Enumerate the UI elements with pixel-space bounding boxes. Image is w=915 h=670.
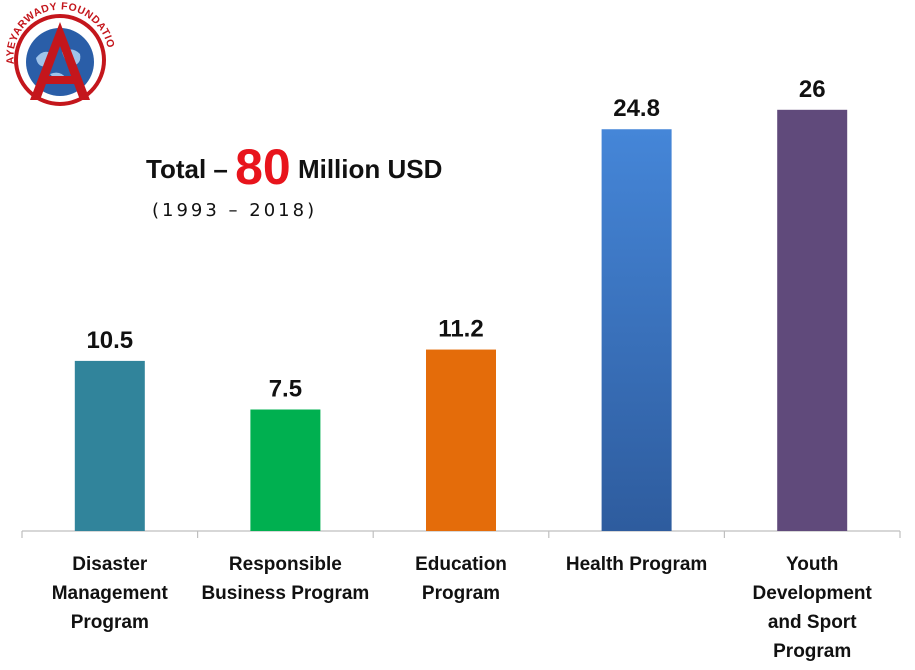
total-prefix: Total – (146, 154, 228, 184)
category-label: Responsible (229, 554, 342, 575)
bar (426, 349, 496, 531)
total-amount: 80 (235, 139, 291, 195)
period-label: (1993 – 2018) (152, 200, 318, 221)
total-headline: Total – 80 Million USD (146, 138, 442, 196)
data-label: 11.2 (438, 316, 483, 343)
ayeyarwady-foundation-logo: AYEYARWADY FOUNDATION (0, 0, 116, 106)
category-label: Youth (786, 554, 838, 575)
category-label: and Sport (768, 612, 857, 633)
bar (601, 129, 672, 532)
category-label: Disaster (72, 554, 148, 575)
bar (250, 409, 321, 531)
category-label: Program (773, 641, 851, 662)
category-label: Education (415, 554, 507, 575)
category-label: Development (753, 583, 873, 604)
category-label: Program (71, 612, 149, 633)
total-suffix: Million USD (297, 154, 443, 184)
category-label: Business Program (201, 583, 369, 604)
data-label: 26 (799, 76, 826, 103)
data-label: 10.5 (86, 327, 133, 354)
category-label: Management (52, 583, 169, 604)
data-label: 7.5 (269, 376, 302, 403)
category-label: Program (422, 583, 500, 604)
bar (74, 360, 145, 531)
data-label: 24.8 (613, 95, 660, 122)
bar (777, 109, 848, 532)
category-label: Health Program (566, 554, 707, 575)
